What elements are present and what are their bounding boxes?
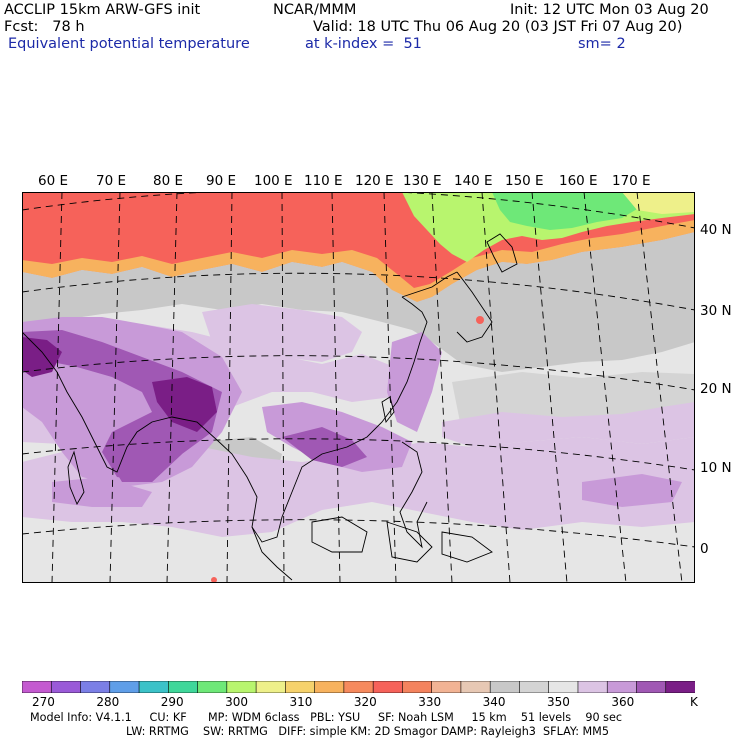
colorbar-swatch	[255, 681, 287, 693]
medium-purple-patch-se	[582, 474, 682, 507]
colorbar-swatch	[519, 681, 550, 693]
colorbar-tick-label: 320	[353, 695, 377, 709]
colorbar-swatch	[314, 681, 345, 693]
colorbar-swatch	[226, 681, 257, 693]
lon-label-160e: 160 E	[559, 173, 598, 189]
colorbar-swatch	[22, 681, 53, 693]
lat-label-40n: 40 N	[700, 222, 732, 238]
lon-label-70e: 70 E	[96, 173, 126, 189]
colorbar-swatch	[109, 681, 140, 693]
colorbar-swatch	[460, 681, 491, 693]
colorbar-tick-label: 330	[418, 695, 442, 709]
darkest-purple-west	[22, 337, 62, 377]
lon-label-60e: 60 E	[38, 173, 68, 189]
colorbar-unit: K	[690, 695, 698, 709]
colorbar-swatch	[548, 681, 579, 693]
lon-label-100e: 100 E	[254, 173, 293, 189]
colorbar-swatch	[197, 681, 228, 693]
northeast-yellow	[622, 192, 695, 214]
colorbar	[22, 681, 695, 693]
grey-belt	[22, 232, 695, 372]
model-title: ACCLIP 15km ARW-GFS init	[4, 2, 201, 18]
lat-label-30n: 30 N	[700, 303, 732, 319]
colorbar-swatch	[50, 681, 82, 693]
valid-time: Valid: 18 UTC Thu 06 Aug 20 (03 JST Fri …	[313, 19, 683, 35]
colorbar-swatch	[577, 681, 609, 693]
theta-e-map	[22, 192, 695, 583]
lat-label-20n: 20 N	[700, 381, 732, 397]
colorbar-swatch	[343, 681, 374, 693]
colorbar-swatch	[138, 681, 170, 693]
field-name: Equivalent potential temperature	[8, 36, 250, 52]
light-purple-east	[442, 402, 695, 447]
lat-label-10n: 10 N	[700, 460, 732, 476]
lon-label-110e: 110 E	[304, 173, 343, 189]
colorbar-tick-label: 290	[160, 695, 184, 709]
medium-purple-patch-sw	[52, 477, 152, 507]
medium-purple-east-china	[387, 332, 442, 432]
colorbar-swatch	[80, 681, 111, 693]
colorbar-swatch	[372, 681, 404, 693]
japan-hotspot	[476, 316, 484, 324]
colorbar-swatch	[402, 681, 433, 693]
colorbar-swatch	[636, 681, 667, 693]
lon-label-150e: 150 E	[505, 173, 544, 189]
organization: NCAR/MMM	[273, 2, 357, 18]
colorbar-tick-label: 310	[289, 695, 313, 709]
colorbar-tick-label: 280	[96, 695, 120, 709]
vertical-level: at k-index = 51	[305, 36, 422, 52]
colorbar-swatch	[489, 681, 521, 693]
colorbar-tick-label: 270	[32, 695, 55, 709]
colorbar-swatch	[606, 681, 638, 693]
lon-label-140e: 140 E	[454, 173, 493, 189]
graticule	[22, 192, 695, 583]
colorbar-swatch	[665, 681, 695, 693]
smoothing: sm= 2	[578, 36, 626, 52]
dark-purple-indochina	[282, 427, 367, 467]
north-orange-fringe	[22, 220, 695, 302]
model-info-line2: LW: RRTMG SW: RRTMG DIFF: simple KM: 2D …	[126, 725, 609, 738]
colorbar-tick-label: 360	[611, 695, 635, 709]
lon-label-170e: 170 E	[612, 173, 651, 189]
colorbar-tick-label: 340	[482, 695, 506, 709]
map-frame	[22, 192, 695, 583]
southern-hotspot	[211, 577, 217, 583]
model-info-line1: Model Info: V4.1.1 CU: KF MP: WDM 6class…	[30, 711, 623, 724]
colorbar-swatch	[168, 681, 199, 693]
lon-label-80e: 80 E	[153, 173, 183, 189]
colorbar-swatch	[431, 681, 462, 693]
dark-purple-bay	[107, 424, 182, 482]
init-time: Init: 12 UTC Mon 03 Aug 20	[510, 2, 709, 18]
lon-label-120e: 120 E	[355, 173, 394, 189]
lon-label-130e: 130 E	[403, 173, 442, 189]
lon-label-90e: 90 E	[206, 173, 236, 189]
colorbar-tick-label: 350	[547, 695, 570, 709]
forecast-hour: Fcst: 78 h	[4, 19, 85, 35]
lat-label-0: 0	[700, 541, 709, 557]
colorbar-swatch	[285, 681, 316, 693]
coastlines	[22, 233, 518, 581]
darkest-purple-core	[152, 377, 217, 432]
northeast-green-core	[492, 192, 642, 230]
colorbar-tick-label: 300	[225, 695, 248, 709]
